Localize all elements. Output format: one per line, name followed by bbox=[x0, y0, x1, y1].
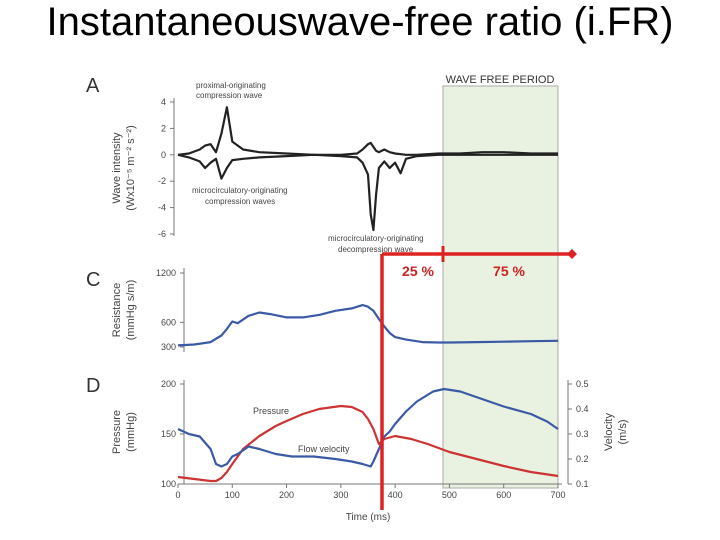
pressure-line bbox=[177, 404, 559, 483]
annotation-decomp-line1: microcirculatory-originating bbox=[328, 234, 424, 243]
panel-d-xtick-label: 0 bbox=[175, 490, 180, 500]
panel-d-ylabel-left-1: Pressure bbox=[111, 410, 123, 454]
panel-a-ytick-label: -2 bbox=[158, 176, 166, 186]
annotation-proximal-line2: compression wave bbox=[196, 91, 263, 100]
wave-free-period-shading bbox=[442, 85, 559, 489]
panel-d-ytick-label-right: 0.1 bbox=[576, 479, 589, 489]
panel-letter-a: A bbox=[86, 75, 100, 97]
panel-d-ylabel-right-1: Velocity bbox=[603, 413, 615, 451]
panel-d-ytick-label-left: 200 bbox=[161, 379, 176, 389]
panel-a-ytick-label: 0 bbox=[161, 150, 166, 160]
panel-d-ytick-label-right: 0.3 bbox=[576, 429, 589, 439]
flow-velocity-label: Flow velocity bbox=[298, 444, 350, 454]
panel-d-xtick-label: 400 bbox=[388, 490, 403, 500]
panel-a-ytick-label: 4 bbox=[161, 97, 166, 107]
panel-letter-d: D bbox=[86, 375, 100, 397]
panel-a-ylabel-1: Wave intensity bbox=[111, 132, 123, 204]
panel-d-ytick-label-right: 0.4 bbox=[576, 404, 589, 414]
panel-a-ytick-label: -6 bbox=[158, 229, 166, 239]
pressure-label: Pressure bbox=[253, 406, 289, 416]
annotation-proximal-line1: proximal-originating bbox=[196, 81, 266, 90]
panel-d-xtick-label: 200 bbox=[279, 490, 294, 500]
panel-d-ytick-label-right: 0.5 bbox=[576, 379, 589, 389]
flow-velocity-line bbox=[177, 387, 559, 468]
slide-title: Instantaneouswave-free ratio (i.FR) bbox=[46, 0, 674, 44]
annotation-decomp-line2: decompression wave bbox=[338, 245, 414, 254]
panel-d-ylabel-left-2: (mmHg) bbox=[125, 412, 137, 452]
panel-d-ytick-label-left: 100 bbox=[161, 479, 176, 489]
panel-d-xtick-label: 700 bbox=[550, 490, 565, 500]
panel-d-xtick-label: 600 bbox=[496, 490, 511, 500]
panel-d-ytick-label-left: 150 bbox=[161, 429, 176, 439]
panel-a-ytick-label: -4 bbox=[158, 203, 166, 213]
panel-c-ylabel-2: (mmHg s/m) bbox=[125, 280, 137, 341]
annotation-micro-line2: compression waves bbox=[205, 197, 275, 206]
wave-intensity-line-2 bbox=[177, 153, 558, 232]
marker-right-percent: 75 % bbox=[493, 263, 525, 279]
panel-d-ytick-label-right: 0.2 bbox=[576, 454, 589, 464]
panel-letter-c: C bbox=[86, 269, 100, 291]
annotation-micro-line1: microcirculatory-originating bbox=[192, 186, 288, 195]
panel-c-ytick-label: 600 bbox=[161, 317, 176, 327]
marker-left-percent: 25 % bbox=[402, 263, 434, 279]
wave-intensity-line-1 bbox=[177, 106, 558, 156]
panel-d-xtick-label: 500 bbox=[442, 490, 457, 500]
panel-c-ytick-label: 1200 bbox=[156, 268, 176, 278]
panel-a-ytick-label: 2 bbox=[161, 123, 166, 133]
diastole-end-diamond bbox=[567, 249, 577, 259]
resistance-line bbox=[177, 304, 559, 347]
panel-c-ytick-label: 300 bbox=[161, 342, 176, 352]
wave-free-period-label: WAVE FREE PERIOD bbox=[446, 74, 555, 86]
panel-d-xtick-label: 300 bbox=[333, 490, 348, 500]
panel-d-xtick-label: 100 bbox=[225, 490, 240, 500]
panel-c-ylabel-1: Resistance bbox=[111, 283, 123, 337]
panel-a-ylabel-2: (Wx10⁻⁵ m⁻² s⁻²) bbox=[125, 125, 137, 211]
panel-d-ylabel-right-2: (m/s) bbox=[617, 419, 629, 444]
x-axis-label: Time (ms) bbox=[346, 512, 391, 523]
